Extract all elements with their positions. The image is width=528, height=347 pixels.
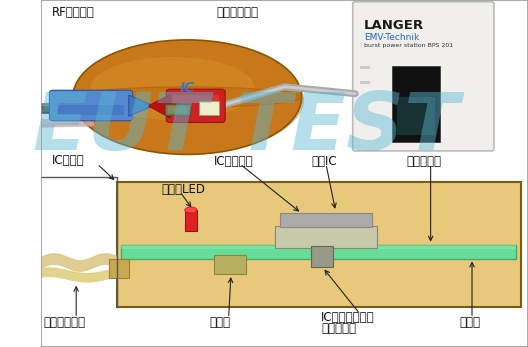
Bar xyxy=(58,104,124,115)
Bar xyxy=(41,0,528,177)
Text: IC适配器和连接: IC适配器和连接 xyxy=(321,311,375,324)
Bar xyxy=(275,226,377,248)
Text: EMV-Technik: EMV-Technik xyxy=(364,33,419,42)
Bar xyxy=(280,213,372,227)
Text: 连续地平面: 连续地平面 xyxy=(406,155,441,168)
Bar xyxy=(397,97,436,135)
Bar xyxy=(41,177,528,347)
Bar xyxy=(392,66,440,142)
Ellipse shape xyxy=(90,57,255,120)
Text: IC测试板: IC测试板 xyxy=(52,154,84,167)
Ellipse shape xyxy=(73,40,301,154)
Text: 信号和供电线: 信号和供电线 xyxy=(44,315,86,329)
Bar xyxy=(165,104,190,115)
Ellipse shape xyxy=(185,207,197,213)
Bar xyxy=(360,81,370,84)
Bar xyxy=(121,245,516,259)
Text: 监视用LED: 监视用LED xyxy=(162,183,206,196)
Text: burst power station BPS 201: burst power station BPS 201 xyxy=(364,43,453,48)
Bar xyxy=(200,101,219,115)
FancyBboxPatch shape xyxy=(353,2,494,151)
FancyBboxPatch shape xyxy=(166,89,225,122)
Bar xyxy=(117,182,521,307)
Bar xyxy=(173,95,219,103)
Bar xyxy=(185,210,197,231)
Text: IC: IC xyxy=(180,82,195,95)
Bar xyxy=(121,245,516,249)
Bar xyxy=(214,255,246,274)
Bar xyxy=(109,259,129,278)
Bar xyxy=(168,106,187,113)
Bar xyxy=(360,66,370,69)
Text: EUT TEST: EUT TEST xyxy=(33,90,459,167)
Polygon shape xyxy=(148,95,170,118)
Ellipse shape xyxy=(75,47,304,153)
Text: LANGER: LANGER xyxy=(364,19,424,32)
Text: 脉冲群发生器: 脉冲群发生器 xyxy=(216,6,258,19)
Text: 地平面: 地平面 xyxy=(460,315,481,329)
Text: RF电压探头: RF电压探头 xyxy=(52,6,95,19)
Bar xyxy=(487,3,493,146)
Ellipse shape xyxy=(73,87,301,108)
Text: 板间的插座: 板间的插座 xyxy=(321,322,356,336)
Text: IC适配器板: IC适配器板 xyxy=(214,155,253,168)
Text: 连接板: 连接板 xyxy=(209,315,230,329)
Bar xyxy=(312,246,333,267)
Text: 被测IC: 被测IC xyxy=(312,155,337,168)
Polygon shape xyxy=(129,95,153,116)
FancyBboxPatch shape xyxy=(50,90,133,121)
